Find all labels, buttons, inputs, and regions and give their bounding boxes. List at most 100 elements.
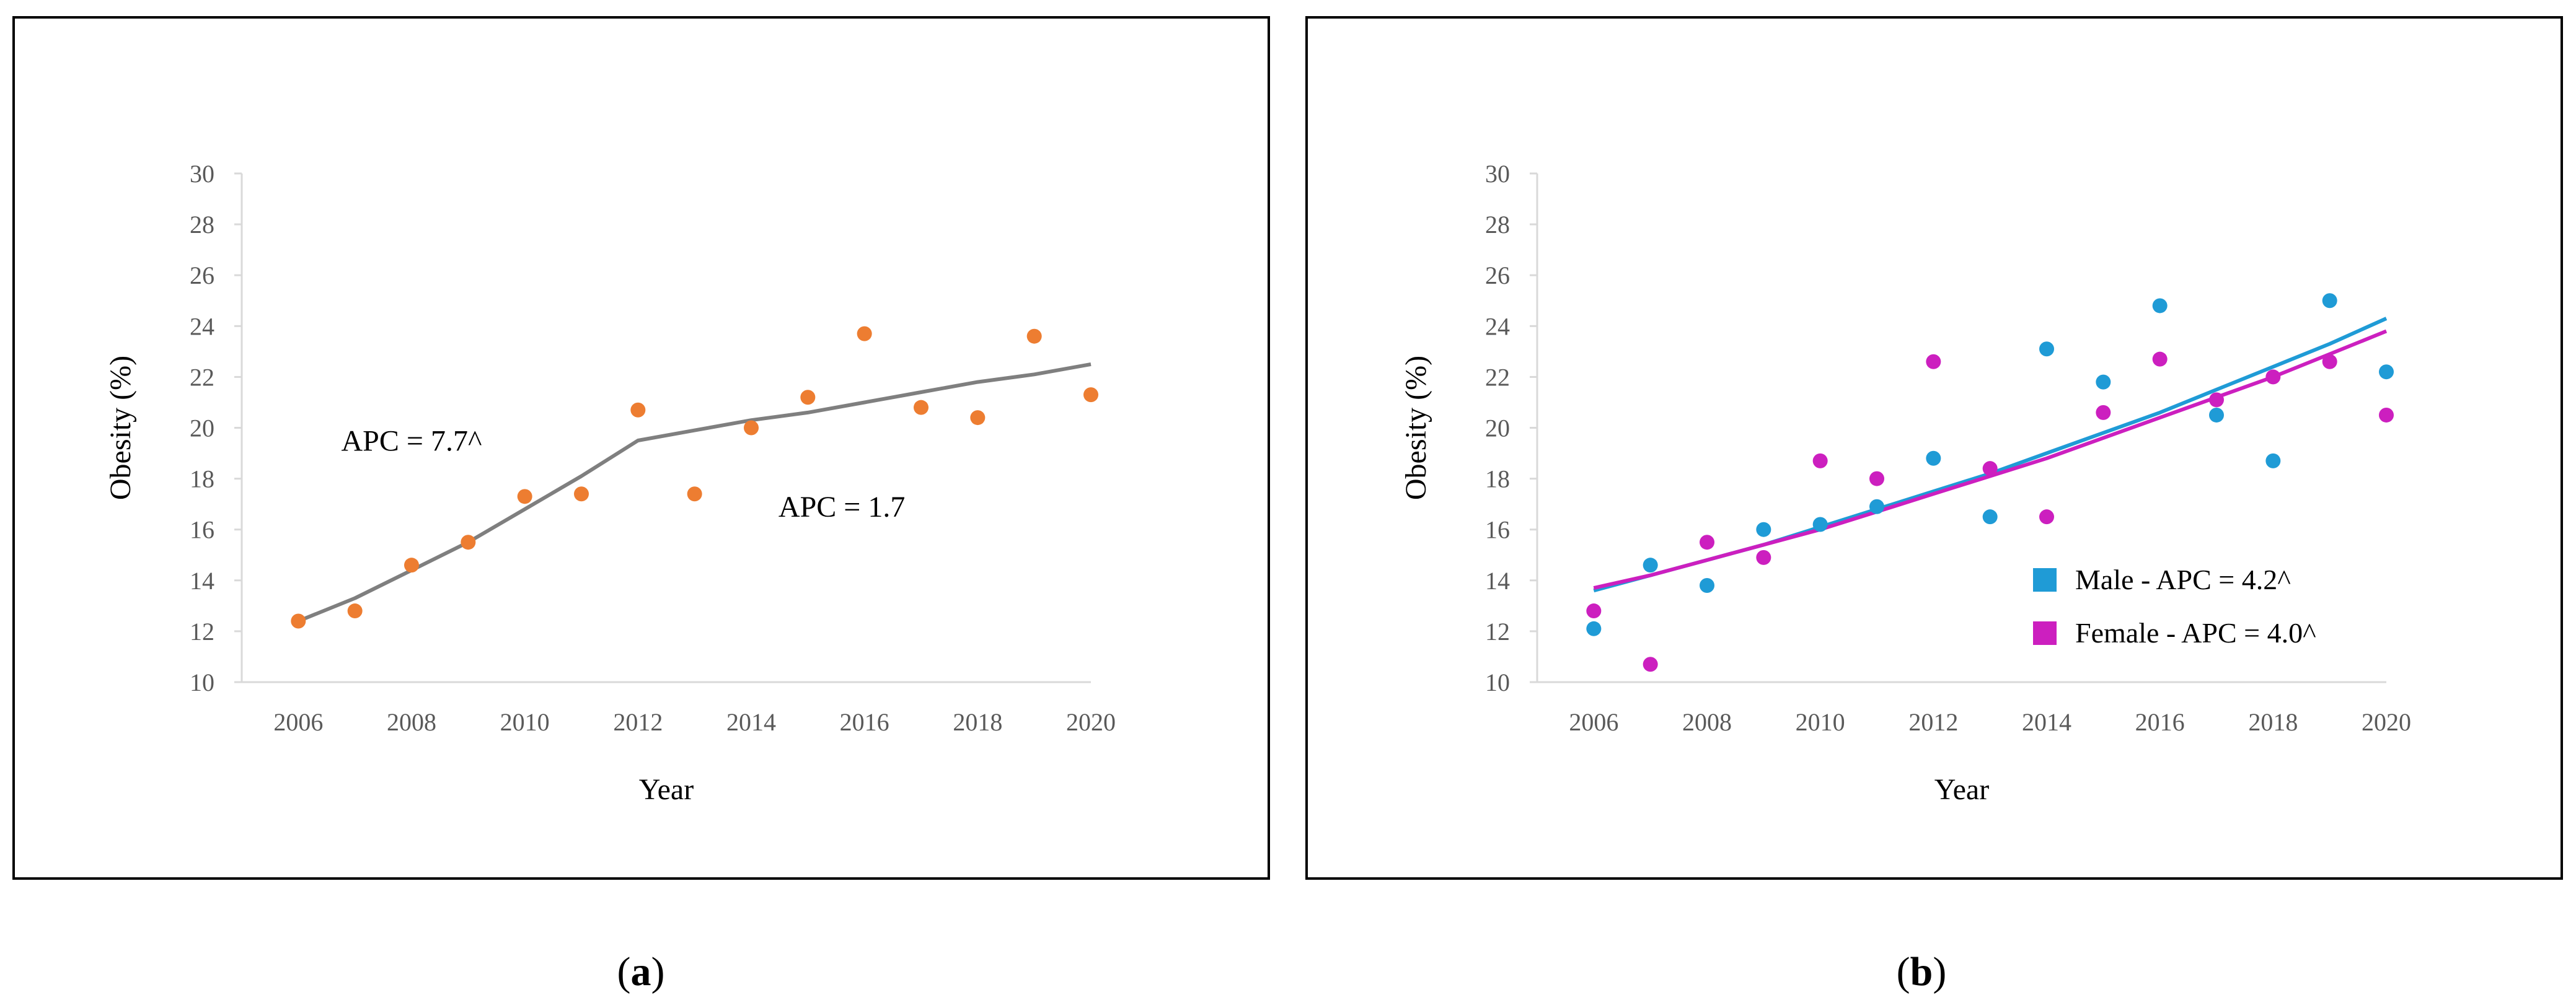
panel-a-axes xyxy=(234,172,1091,683)
panel-b-male-point xyxy=(1586,621,1602,636)
panel-a-observed-point xyxy=(800,390,816,405)
panel-a-joinpoint-trend-line xyxy=(298,362,1092,623)
panel-b-caption-label: (b) xyxy=(1897,949,1947,994)
panel-a-points xyxy=(291,326,1098,629)
panel-b-x-tick-label: 2008 xyxy=(1682,708,1732,736)
panel-a-observed-point xyxy=(744,420,759,436)
panel-b-points xyxy=(1586,293,2394,672)
panel-a-y-tick-label: 22 xyxy=(190,363,214,391)
panel-b-male-point xyxy=(1700,578,1714,594)
panel-a-observed-point xyxy=(630,402,646,418)
panel-a-lines xyxy=(298,362,1092,623)
panel-a-y-tick-label: 12 xyxy=(190,618,214,646)
panel-a-observed-point xyxy=(461,535,476,550)
panel-a-x-tick-label: 2012 xyxy=(613,708,663,736)
panel-a-x-tick-label: 2020 xyxy=(1066,708,1116,736)
panel-b-legend-label: Male - APC = 4.2^ xyxy=(2075,564,2291,595)
panel-a-observed-point xyxy=(1083,387,1098,403)
panel-a-y-tick-label: 16 xyxy=(190,516,214,544)
panel-a-observed-point xyxy=(347,603,363,619)
panel-b-female-point xyxy=(2322,354,2337,369)
panel-a-observed-point xyxy=(914,400,929,415)
panel-b-female-point xyxy=(2096,405,2111,420)
panel-b-female-point xyxy=(1700,535,1714,550)
panel-b-male-point xyxy=(2039,341,2054,357)
panel-a-observed-point xyxy=(404,558,419,573)
panel-a-x-axis-title: Year xyxy=(639,773,694,806)
panel-b-legend-swatch xyxy=(2033,568,2057,592)
panel-a-x-tick-label: 2008 xyxy=(387,708,436,736)
panel-b-female-point xyxy=(1586,603,1602,619)
panel-b-x-tick-label: 2012 xyxy=(1908,708,1958,736)
panel-b-female-point xyxy=(2039,509,2054,525)
panel-a-observed-point xyxy=(1026,328,1042,344)
panel-a-x-tick-label: 2018 xyxy=(953,708,1002,736)
panel-b-male-point xyxy=(2209,407,2224,423)
panel-b-female-point xyxy=(1869,471,1884,486)
panel-a-y-tick-label: 24 xyxy=(190,312,214,340)
panel-a-observed-point xyxy=(574,486,589,502)
panel-b-male-point xyxy=(1869,499,1884,514)
panel-b-female-point xyxy=(1926,354,1941,369)
panel-b-male-point xyxy=(2152,298,2168,313)
panel-b-y-tick-label: 18 xyxy=(1485,465,1510,493)
panel-a-x-tick-label: 2014 xyxy=(726,708,776,736)
panel-b-male-point xyxy=(1756,522,1771,537)
panel-b-x-tick-label: 2018 xyxy=(2248,708,2298,736)
panel-b-x-tick-label: 2014 xyxy=(2022,708,2071,736)
panel-b-axes xyxy=(1530,172,2386,683)
panel-b-female-trend-line xyxy=(1593,329,2388,590)
panel-a-y-tick-label: 14 xyxy=(190,567,214,595)
panel-a-y-tick-label: 18 xyxy=(190,465,214,493)
panel-b-male-point xyxy=(2096,374,2111,390)
panel-b-x-axis-title: Year xyxy=(1934,773,1989,806)
panel-b-labels: 10 12 14 16 18 20 22 24 26 28 30 2006 2008 2010 2012 20… xyxy=(1400,160,2411,994)
panel-b-male-point xyxy=(2379,364,2394,380)
panel-b-female-point xyxy=(1982,461,1998,476)
panel-b-x-tick-label: 2020 xyxy=(2362,708,2411,736)
panel-b-female-point xyxy=(2379,407,2394,423)
panel-a-caption-label: (a) xyxy=(617,949,665,994)
panel-a-x-tick-label: 2010 xyxy=(500,708,550,736)
panel-a-apc-annotation: APC = 1.7 xyxy=(779,491,905,524)
panel-b-legend-swatch xyxy=(2033,621,2057,645)
panel-a-observed-point xyxy=(517,489,532,504)
panel-b-y-tick-label: 16 xyxy=(1485,516,1510,544)
panel-b-y-tick-label: 24 xyxy=(1485,312,1510,340)
panel-b-y-tick-label: 10 xyxy=(1485,668,1510,696)
panel-a-apc-annotation: APC = 7.7^ xyxy=(342,424,482,457)
panel-b-female-point xyxy=(2152,351,2168,367)
panel-a-observed-point xyxy=(970,410,986,426)
panel-b: 10 12 14 16 18 20 22 24 26 28 30 2006 2008 2010 2012 20… xyxy=(1305,16,2563,994)
panel-b-x-tick-label: 2006 xyxy=(1569,708,1618,736)
panel-a: 10 12 14 16 18 20 22 24 26 28 30 2006 2008 2010 2012 20… xyxy=(12,16,1270,994)
panel-a-observed-point xyxy=(857,326,872,341)
panel-b-male-point xyxy=(1643,558,1658,573)
panel-b-male-point xyxy=(1982,509,1998,525)
panel-b-y-axis-title: Obesity (%) xyxy=(1400,356,1432,500)
panel-a-y-tick-label: 20 xyxy=(190,414,214,442)
panel-b-y-tick-label: 26 xyxy=(1485,261,1510,289)
panel-b-y-tick-label: 30 xyxy=(1485,160,1510,188)
panel-b-female-point xyxy=(1756,550,1771,565)
panel-b-frame xyxy=(1305,16,2563,880)
panel-b-male-point xyxy=(2265,453,2281,468)
panel-a-x-tick-label: 2016 xyxy=(840,708,889,736)
panel-a-y-tick-label: 10 xyxy=(190,668,214,696)
panel-a-y-tick-label: 26 xyxy=(190,261,214,289)
panel-b-female-point xyxy=(1812,453,1828,468)
panel-b-female-point xyxy=(2265,369,2281,385)
panel-b-male-point xyxy=(1926,450,1941,466)
panel-a-y-tick-label: 28 xyxy=(190,211,214,239)
panel-b-y-tick-label: 12 xyxy=(1485,618,1510,646)
panel-b-x-tick-label: 2010 xyxy=(1796,708,1845,736)
panel-a-labels: 10 12 14 16 18 20 22 24 26 28 30 2006 2008 2010 2012 20… xyxy=(104,160,1116,994)
panel-b-male-point xyxy=(2322,293,2337,309)
panel-a-y-axis-title: Obesity (%) xyxy=(104,356,137,500)
panel-a-x-tick-label: 2006 xyxy=(273,708,323,736)
panel-b-y-tick-label: 22 xyxy=(1485,363,1510,391)
panel-a-y-tick-label: 30 xyxy=(190,160,214,188)
panel-b-male-point xyxy=(1812,517,1828,532)
panel-b-female-point xyxy=(1643,657,1658,672)
